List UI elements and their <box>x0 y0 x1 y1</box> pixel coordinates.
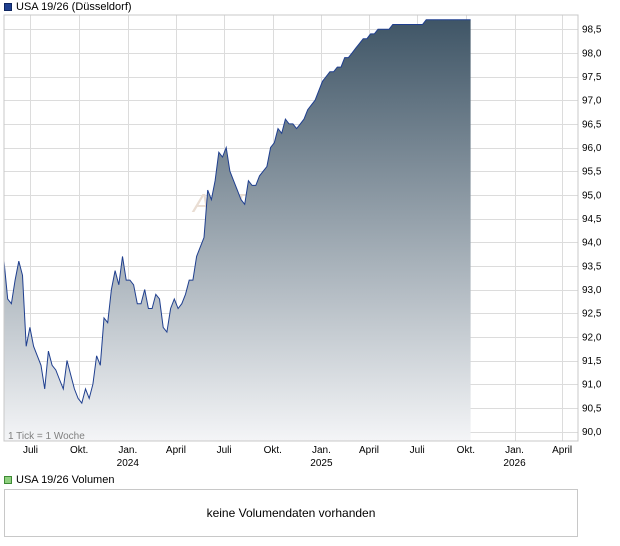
price-legend-label: USA 19/26 (Düsseldorf) <box>16 1 132 13</box>
tick-info-label: 1 Tick = 1 Woche <box>8 431 85 442</box>
x-tick-label: Juli <box>410 445 425 456</box>
y-tick-label: 90,5 <box>582 403 602 414</box>
x-tick-label: Okt. <box>457 445 475 456</box>
y-tick-label: 93,0 <box>582 285 602 296</box>
x-tick-label: Jan. <box>312 445 331 456</box>
y-tick-label: 95,5 <box>582 167 602 178</box>
x-tick-label: April <box>359 445 379 456</box>
y-tick-label: 90,0 <box>582 427 602 438</box>
x-tick-year-label: 2026 <box>503 458 526 469</box>
x-tick-year-label: 2024 <box>117 458 140 469</box>
volume-legend-label: USA 19/26 Volumen <box>16 474 115 486</box>
y-tick-label: 94,0 <box>582 238 602 249</box>
y-tick-label: 95,0 <box>582 190 602 201</box>
y-tick-label: 92,5 <box>582 309 602 320</box>
price-legend: USA 19/26 (Düsseldorf) <box>4 1 132 13</box>
x-tick-label: Okt. <box>70 445 88 456</box>
x-tick-label: Jan. <box>505 445 524 456</box>
volume-legend: USA 19/26 Volumen <box>4 474 114 486</box>
y-tick-label: 98,0 <box>582 48 602 59</box>
x-tick-label: Jan. <box>118 445 137 456</box>
y-tick-label: 94,5 <box>582 214 602 225</box>
x-tick-label: April <box>166 445 186 456</box>
x-tick-label: Juli <box>23 445 38 456</box>
y-tick-label: 93,5 <box>582 261 602 272</box>
price-area <box>4 19 471 441</box>
volume-legend-swatch <box>4 476 12 484</box>
x-tick-label: Juli <box>217 445 232 456</box>
x-tick-year-label: 2025 <box>310 458 333 469</box>
volume-empty-message: keine Volumendaten vorhanden <box>206 506 376 520</box>
x-tick-label: April <box>552 445 572 456</box>
price-legend-swatch <box>4 3 12 11</box>
y-tick-label: 91,0 <box>582 380 602 391</box>
plot-frame <box>3 14 579 442</box>
x-tick-label: Okt. <box>264 445 282 456</box>
y-axis-ticks: 90,0 90,5 91,0 91,5 92,0 92,5 93,0 93,5 94,0 94,5… <box>582 25 602 438</box>
y-tick-label: 97,0 <box>582 96 602 107</box>
price-chart: AKTIE 1 Tick = 1 Woche 90,090,591,091,59… <box>3 14 602 469</box>
price-line <box>3 19 471 405</box>
y-tick-label: 96,0 <box>582 143 602 154</box>
y-tick-label: 91,5 <box>582 356 602 367</box>
y-tick-label: 92,0 <box>582 332 602 343</box>
y-tick-label: 96,5 <box>582 119 602 130</box>
volume-panel: keine Volumendaten vorhanden <box>4 489 578 537</box>
x-axis-ticks: Juli Okt. Jan. 2024 April Juli Okt. Jan. 2025 Apr… <box>23 445 572 469</box>
y-tick-label: 97,5 <box>582 72 602 83</box>
y-tick-label: 98,5 <box>582 25 602 36</box>
